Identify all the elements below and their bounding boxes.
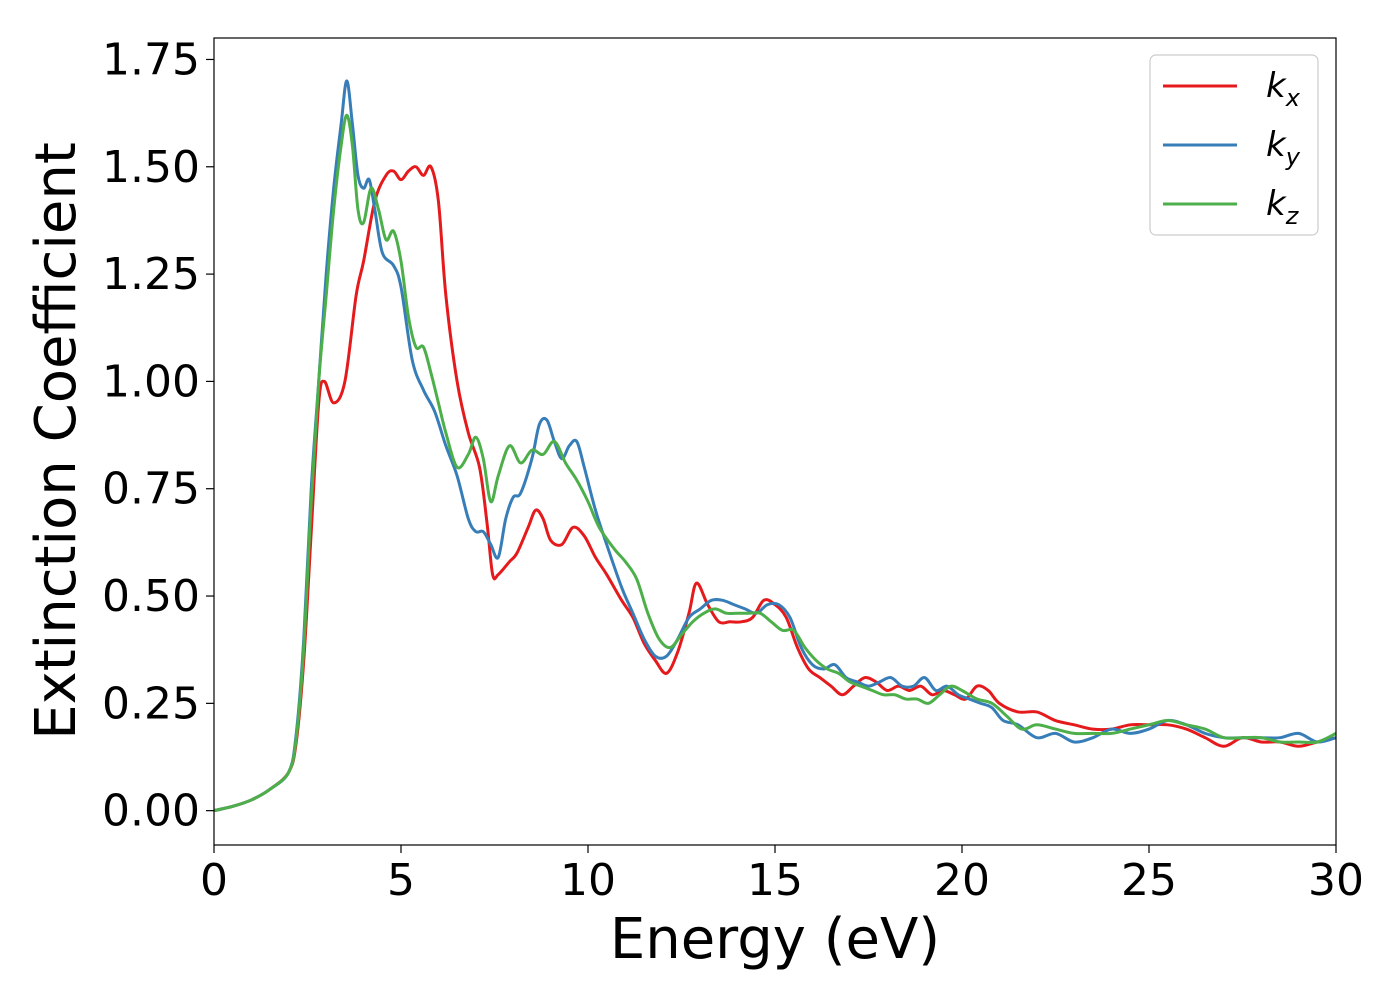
y-tick-label: 1.50 [102, 142, 200, 193]
y-tick-label: 0.00 [102, 786, 200, 837]
y-tick-label: 0.50 [102, 571, 200, 622]
series-line-ky [214, 79, 1336, 813]
y-tick-label: 1.00 [102, 356, 200, 407]
series-line-kx [214, 164, 1336, 813]
axes: 0 5 10 15 20 25 30 0.00 0.25 0.50 0.75 1.00 1.25 1.50… [102, 34, 1364, 906]
series-line-kz [214, 113, 1336, 813]
plot-area [214, 79, 1336, 813]
x-tick-label: 5 [387, 855, 415, 906]
legend: kx ky kz [1149, 54, 1319, 236]
legend-label-ky: ky [1266, 125, 1301, 171]
y-tick-label: 0.75 [102, 464, 200, 515]
x-tick-label: 20 [934, 855, 990, 906]
y-tick-label: 0.25 [102, 678, 200, 729]
x-tick-label: 0 [200, 855, 228, 906]
y-tick-label: 1.75 [102, 34, 200, 85]
x-tick-label: 15 [747, 855, 803, 906]
x-tick-label: 10 [560, 855, 616, 906]
legend-label-kx: kx [1266, 66, 1301, 112]
x-tick-label: 30 [1308, 855, 1364, 906]
y-axis-label: Extinction Coefficient [24, 142, 89, 740]
x-tick-label: 25 [1121, 855, 1177, 906]
x-axis-label: Energy (eV) [610, 907, 940, 972]
y-tick-label: 1.25 [102, 249, 200, 300]
legend-label-kz: kz [1266, 184, 1300, 230]
